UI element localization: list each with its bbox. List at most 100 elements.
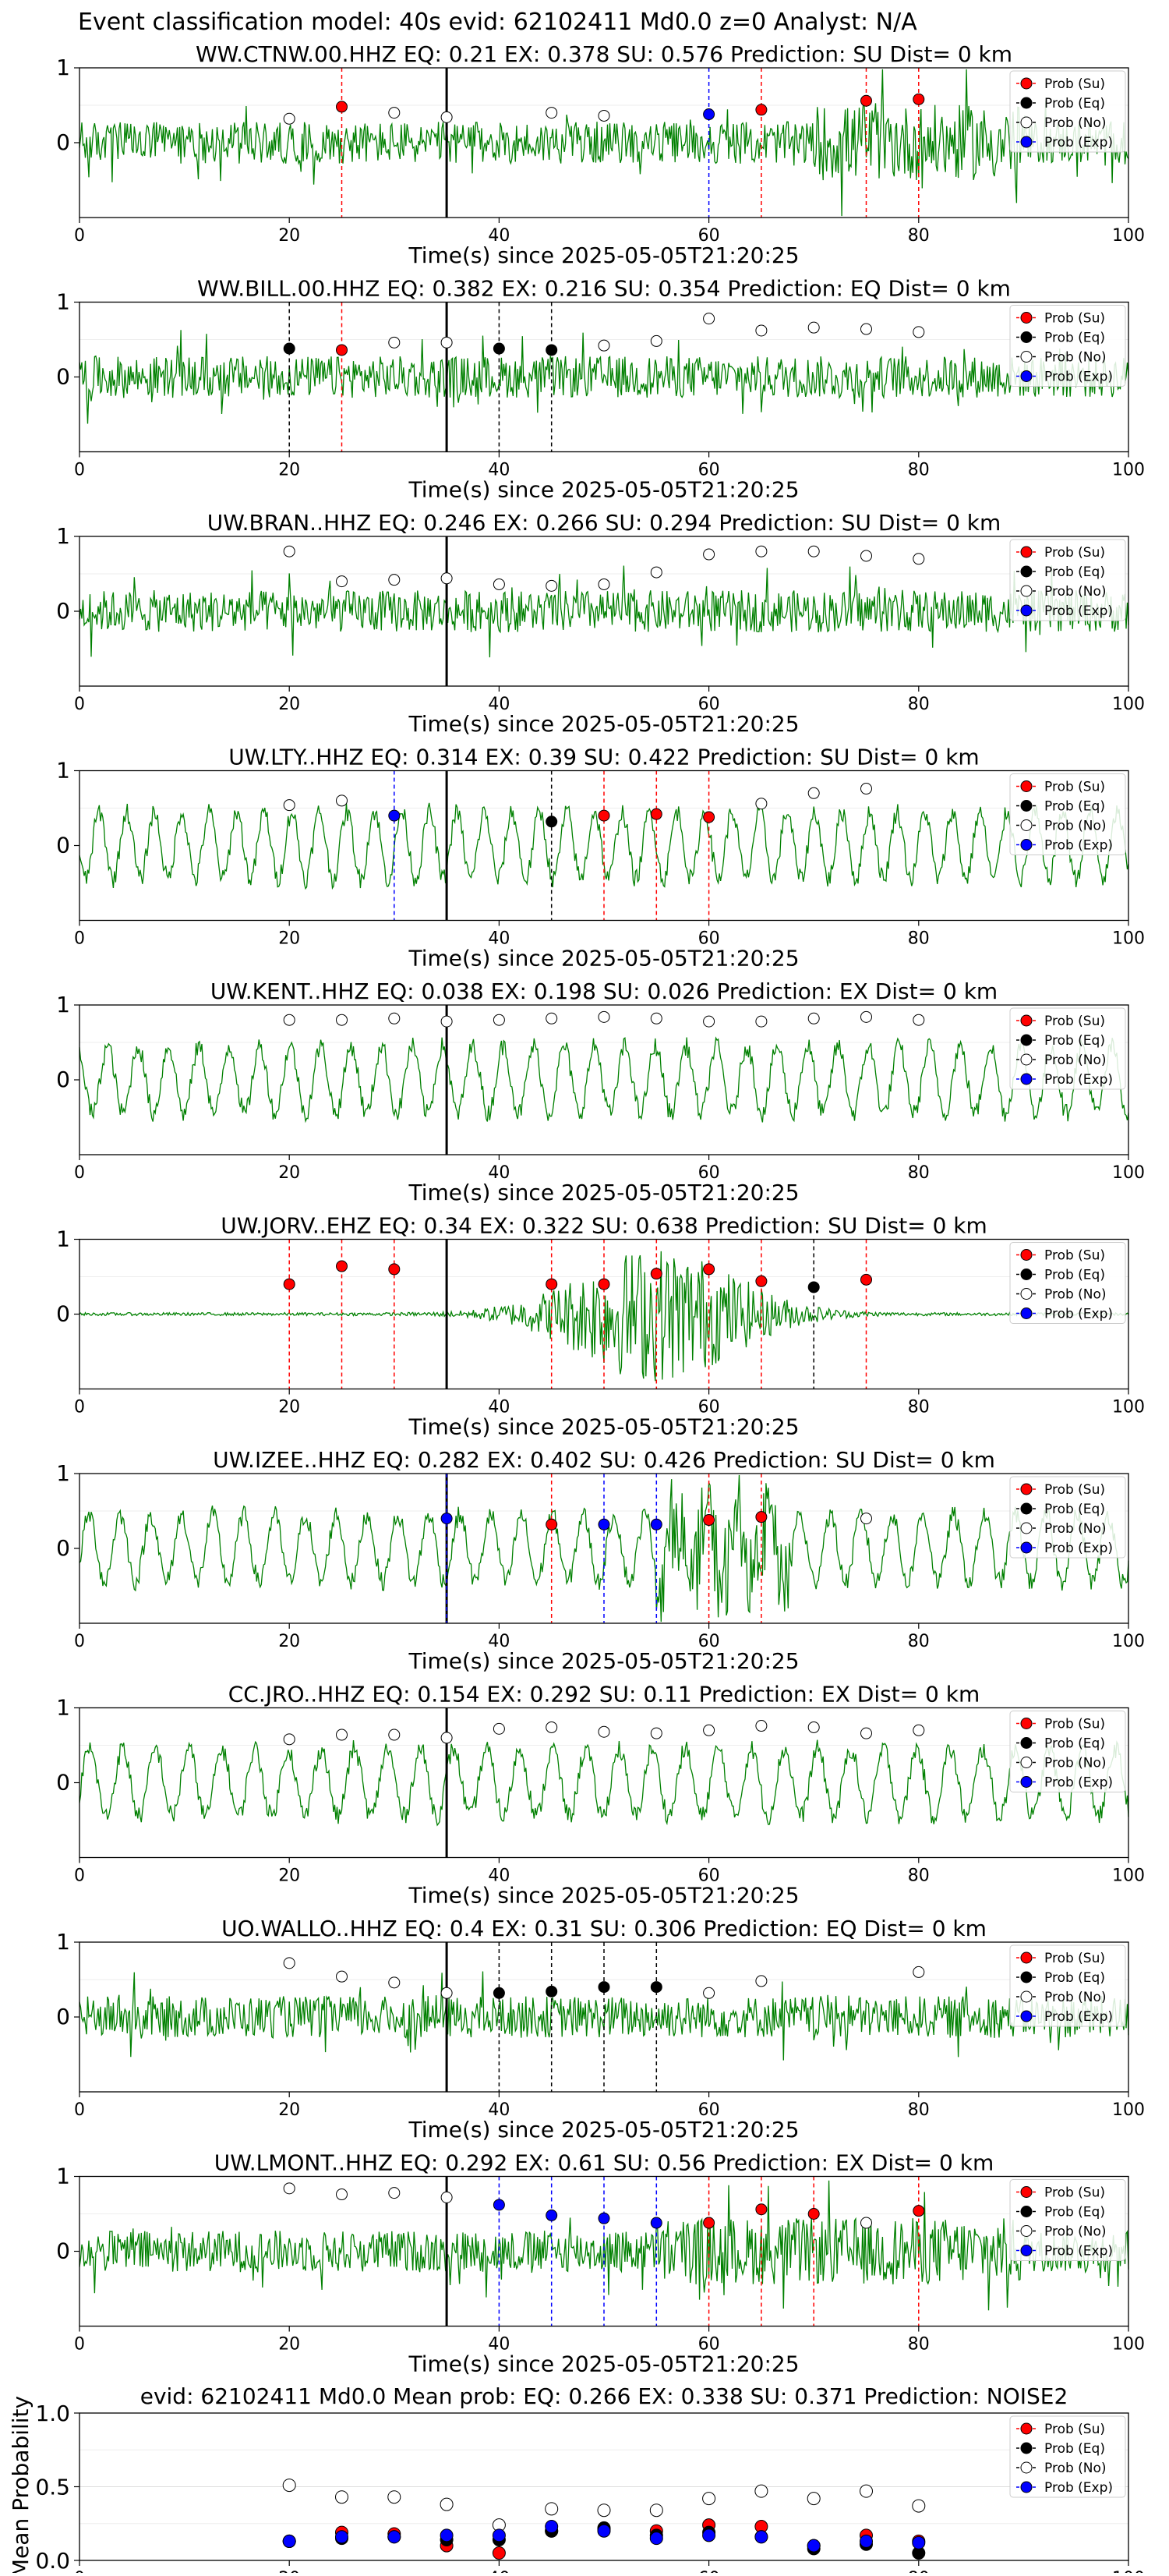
x-tick-label: 0	[74, 1163, 85, 1183]
prob-point-su	[860, 94, 872, 107]
prob-point-no	[703, 1987, 715, 1999]
panel-title: UW.BRAN..HHZ EQ: 0.246 EX: 0.266 SU: 0.2…	[207, 510, 1001, 536]
prob-point-no	[493, 578, 505, 590]
prob-point-no	[546, 107, 558, 119]
legend-marker-no	[1020, 351, 1033, 363]
x-tick-label: 60	[698, 2569, 720, 2573]
prob-point-no	[440, 336, 453, 349]
legend-label-su: Prob (Su)	[1044, 76, 1105, 92]
x-axis-label: Time(s) since 2025-05-05T21:20:25	[408, 2351, 799, 2377]
y-tick-label: 0	[56, 598, 70, 624]
x-tick-label: 100	[1112, 1398, 1145, 1417]
mean-point-no	[597, 2503, 611, 2518]
x-tick-label: 40	[488, 929, 510, 949]
prob-point-no	[388, 107, 401, 119]
mean-point-exp	[545, 2520, 559, 2534]
prob-point-su	[336, 1260, 348, 1272]
y-tick-label: 0.0	[35, 2548, 70, 2573]
prob-point-no	[650, 334, 662, 347]
legend-box	[1009, 1944, 1126, 2027]
mean-point-no	[912, 2499, 926, 2513]
prob-point-exp	[650, 2217, 662, 2229]
legend-marker-exp	[1020, 1073, 1033, 1085]
x-tick-label: 20	[278, 461, 300, 480]
y-tick-label: 0	[56, 1535, 70, 1561]
axes-frame	[79, 1004, 1129, 1155]
legend-marker-no	[1020, 2461, 1033, 2474]
legend-label-su: Prob (Su)	[1044, 311, 1105, 327]
legend: Prob (Su) Prob (Eq) Prob (No) Prob (Exp)	[1009, 1007, 1126, 1090]
y-tick-label: 1	[56, 523, 70, 549]
legend-label-eq: Prob (Eq)	[1044, 2441, 1105, 2457]
x-tick-label: 100	[1112, 2569, 1145, 2573]
prob-point-no	[598, 1725, 610, 1738]
legend-label-exp: Prob (Exp)	[1044, 2244, 1113, 2259]
x-tick-label: 40	[488, 2100, 510, 2120]
prob-point-su	[755, 2203, 768, 2216]
prob-point-no	[650, 566, 662, 579]
legend-marker-eq	[1020, 1971, 1033, 1983]
legend-label-exp: Prob (Exp)	[1044, 370, 1113, 385]
x-tick-label: 0	[74, 2335, 85, 2355]
y-tick-label: 0.5	[35, 2475, 70, 2500]
x-tick-label: 80	[908, 1398, 930, 1417]
x-axis-label: Time(s) since 2025-05-05T21:20:25	[408, 711, 799, 737]
legend-label-eq: Prob (Eq)	[1044, 564, 1105, 580]
panel-title: WW.CTNW.00.HHZ EQ: 0.21 EX: 0.378 SU: 0.…	[196, 41, 1012, 67]
legend-marker-no	[1020, 1522, 1033, 1534]
legend-label-exp: Prob (Exp)	[1044, 1541, 1113, 1556]
prob-point-no	[440, 1987, 453, 1999]
legend-marker-su	[1020, 546, 1033, 558]
prob-point-no	[388, 2187, 401, 2199]
legend-box	[1009, 1007, 1126, 1090]
y-tick-label: 0	[56, 2004, 70, 2029]
prob-point-no	[755, 1720, 768, 1732]
prob-point-no	[493, 1014, 505, 1026]
legend: Prob (Su) Prob (Eq) Prob (No) Prob (Exp)	[1009, 305, 1126, 387]
legend-marker-no	[1020, 116, 1033, 129]
legend-marker-su	[1020, 1718, 1033, 1729]
legend-label-exp: Prob (Exp)	[1044, 838, 1113, 854]
legend: Prob (Su) Prob (Eq) Prob (No) Prob (Exp)	[1009, 1711, 1126, 1792]
prob-point-no	[283, 1957, 295, 1969]
x-tick-label: 100	[1112, 461, 1145, 480]
prob-point-no	[440, 111, 453, 123]
x-tick-label: 20	[278, 226, 300, 246]
prob-point-no	[440, 1015, 453, 1028]
y-tick-label: 1	[56, 1226, 70, 1252]
prob-point-su	[336, 344, 348, 356]
prob-point-exp	[598, 1518, 610, 1530]
x-tick-label: 60	[698, 461, 720, 480]
panel-title: UO.WALLO..HHZ EQ: 0.4 EX: 0.31 SU: 0.306…	[221, 1916, 987, 1941]
legend-marker-no	[1020, 1053, 1033, 1066]
prob-point-su	[598, 1278, 610, 1290]
legend-marker-su	[1020, 1483, 1033, 1495]
x-axis-label: Time(s) since 2025-05-05T21:20:25	[408, 1414, 799, 1440]
prob-point-no	[913, 1966, 925, 1978]
y-tick-label: 1	[56, 2164, 70, 2189]
x-tick-label: 20	[278, 1398, 300, 1417]
mean-point-exp	[860, 2534, 873, 2548]
prob-point-no	[598, 109, 610, 122]
prob-point-no	[283, 2182, 295, 2195]
legend-label-exp: Prob (Exp)	[1044, 2009, 1113, 2025]
x-tick-label: 20	[278, 2569, 300, 2573]
mean-point-no	[649, 2503, 663, 2518]
x-tick-label: 80	[908, 2335, 930, 2355]
legend-box	[1009, 1476, 1126, 1559]
legend-label-su: Prob (Su)	[1044, 2422, 1105, 2437]
figure-title: Event classification model: 40s evid: 62…	[78, 9, 917, 36]
mean-point-exp	[702, 2528, 716, 2542]
prob-point-exp	[650, 1518, 662, 1530]
prob-point-no	[860, 1727, 872, 1739]
y-tick-label: 1	[56, 758, 70, 784]
legend-box	[1009, 773, 1126, 855]
legend-label-no: Prob (No)	[1044, 2224, 1107, 2240]
panel-title: UW.LTY..HHZ EQ: 0.314 EX: 0.39 SU: 0.422…	[228, 745, 979, 770]
prob-point-su	[650, 1268, 662, 1280]
prob-point-exp	[703, 108, 715, 121]
prob-point-exp	[598, 2212, 610, 2224]
